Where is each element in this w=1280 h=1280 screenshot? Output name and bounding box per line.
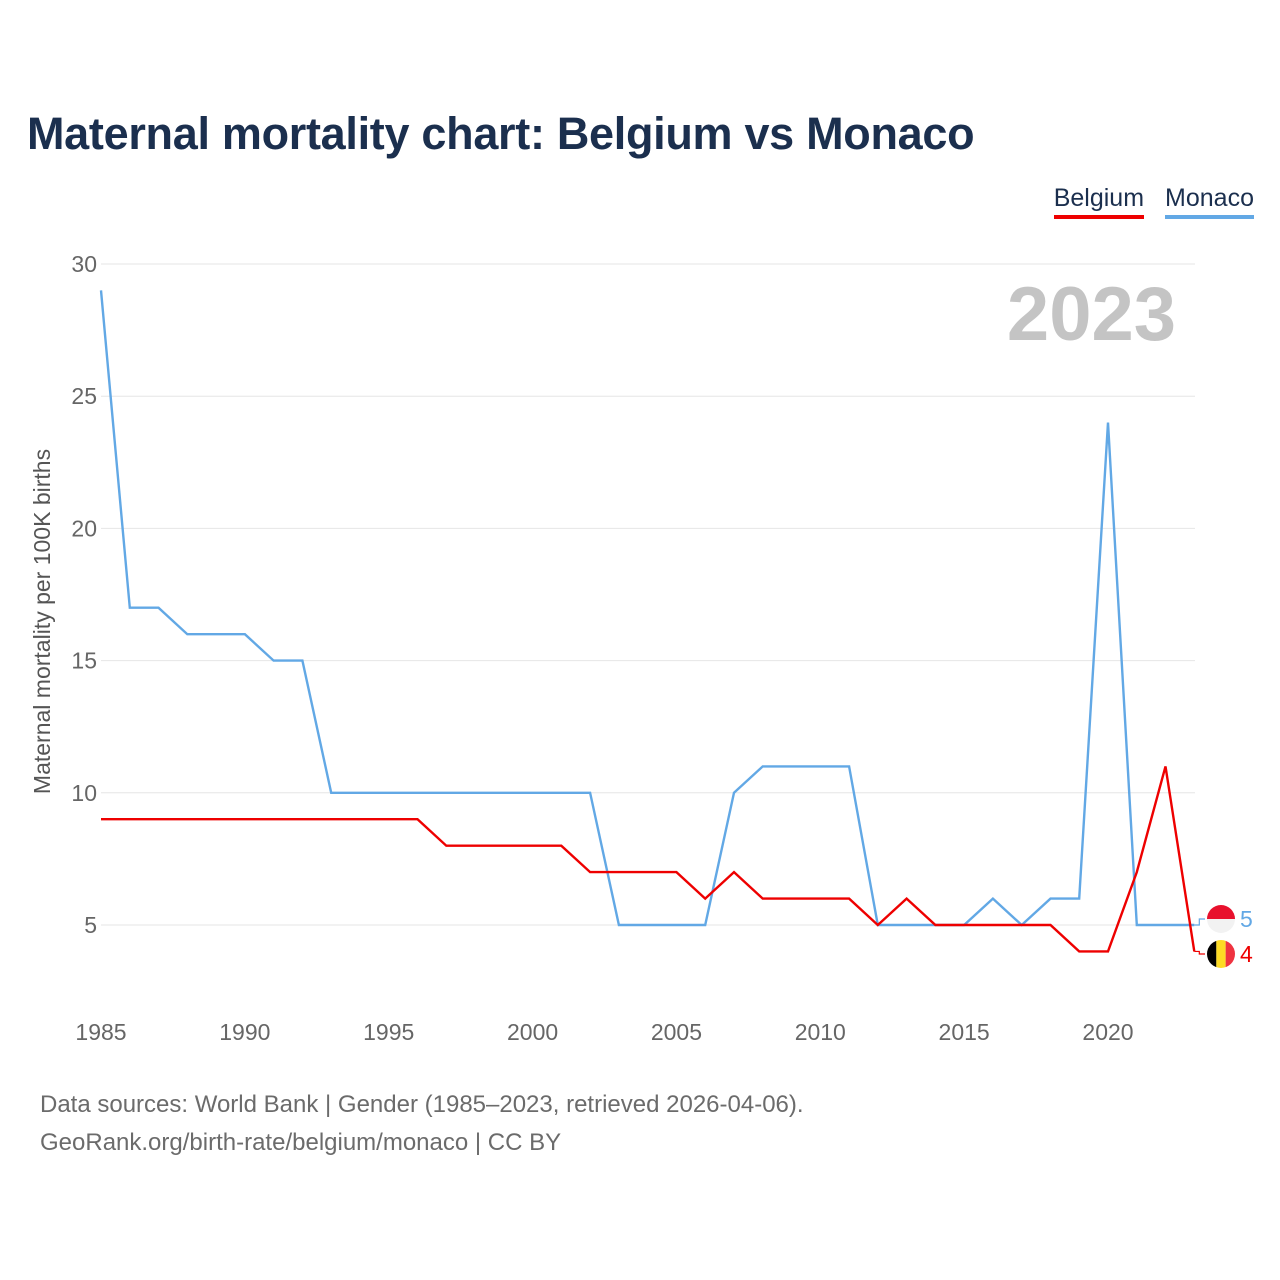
end-value-belgium: 4	[1240, 941, 1253, 967]
flag-monaco-icon	[1207, 905, 1235, 933]
x-tick-label: 1995	[363, 1019, 414, 1045]
x-tick-label: 2015	[939, 1019, 990, 1045]
y-tick-label: 10	[71, 780, 97, 806]
x-tick-label: 2020	[1082, 1019, 1133, 1045]
chart-title: Maternal mortality chart: Belgium vs Mon…	[27, 108, 975, 159]
y-axis-ticks: 5 10 15 20 25 30	[71, 251, 97, 938]
series-line-belgium	[101, 766, 1196, 953]
end-connector-belgium	[1194, 950, 1205, 955]
y-tick-label: 20	[71, 515, 97, 541]
data-sources: Data sources: World Bank | Gender (1985–…	[40, 1086, 804, 1162]
x-tick-label: 2000	[507, 1019, 558, 1045]
chart-legend: Belgium Monaco	[1053, 183, 1254, 219]
end-markers: 45	[1194, 905, 1253, 968]
line-chart: 5 10 15 20 25 30 1985 1990 1995 2000 2005 2010 2015…	[29, 251, 1253, 1045]
y-tick-label: 25	[71, 383, 97, 409]
x-tick-label: 1985	[75, 1019, 126, 1045]
y-tick-label: 15	[71, 648, 97, 674]
x-axis-ticks: 1985 1990 1995 2000 2005 2010 2015 2020	[75, 1019, 1133, 1045]
source-line-2[interactable]: GeoRank.org/birth-rate/belgium/monaco | …	[40, 1129, 562, 1156]
x-tick-label: 2005	[651, 1019, 702, 1045]
series-lines	[99, 290, 1196, 953]
legend-item-belgium[interactable]: Belgium	[1053, 183, 1145, 219]
x-tick-label: 2010	[795, 1019, 846, 1045]
series-line-monaco	[99, 290, 1195, 927]
end-value-monaco: 5	[1240, 906, 1253, 932]
legend-item-monaco[interactable]: Monaco	[1165, 183, 1254, 219]
y-tick-label: 30	[71, 251, 97, 277]
source-line-1: Data sources: World Bank | Gender (1985–…	[40, 1091, 804, 1118]
flag-belgium-icon	[1207, 940, 1235, 968]
x-tick-label: 1990	[219, 1019, 270, 1045]
current-year-label: 2023	[1007, 272, 1176, 357]
grid-lines	[101, 263, 1195, 926]
end-connector-monaco	[1194, 918, 1205, 926]
y-tick-label: 5	[84, 912, 97, 938]
y-axis-label: Maternal mortality per 100K births	[29, 449, 55, 794]
